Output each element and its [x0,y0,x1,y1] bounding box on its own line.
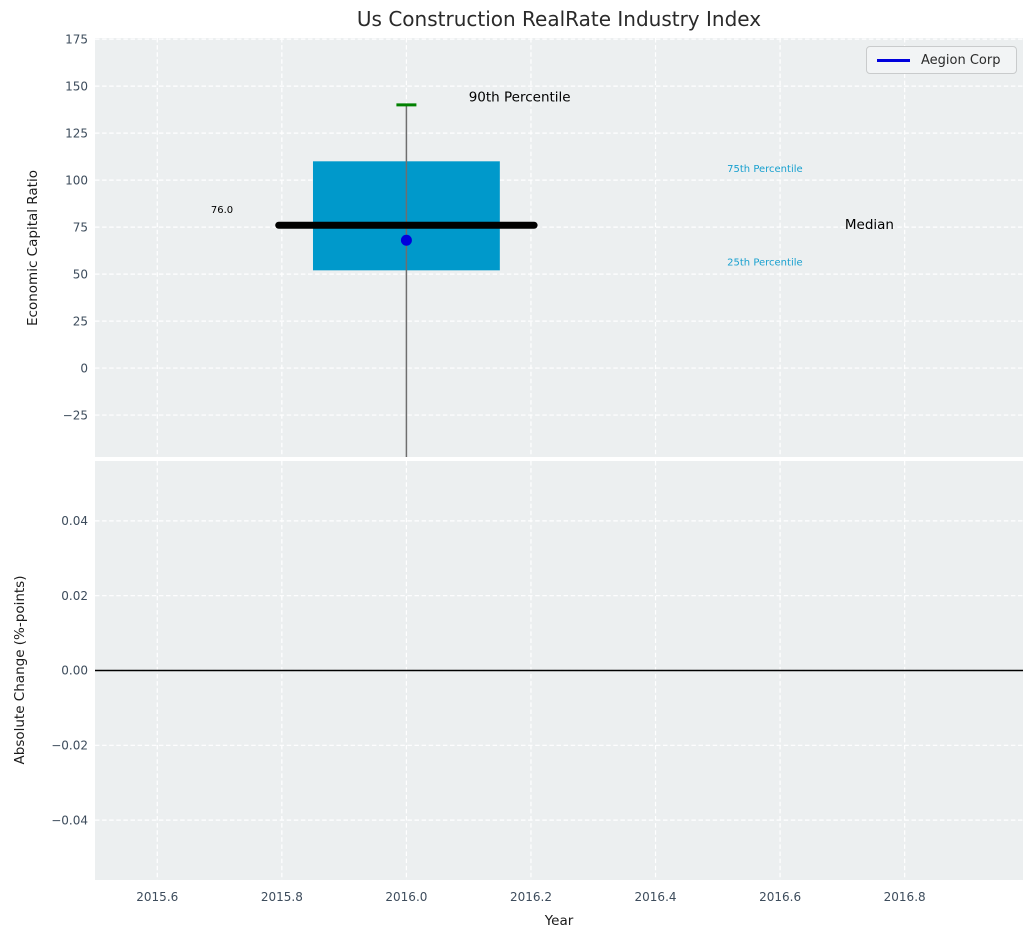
top-ytick-label: −25 [63,408,88,422]
top-ytick-label: 125 [65,126,88,140]
median-label: Median [845,217,894,233]
top-ytick-label: 150 [65,79,88,93]
bottom-ytick-label: 0.02 [61,589,88,603]
p25-percentile-label: 25th Percentile [727,258,803,269]
top-ytick-label: 25 [73,314,88,328]
top-ytick-label: 50 [73,267,88,281]
xtick-label: 2015.6 [136,890,178,904]
top-plot-background [95,38,1023,457]
bottom-y-axis-label: Absolute Change (%-points) [12,575,28,765]
bottom-ytick-label: 0.04 [61,514,88,528]
chart-title: Us Construction RealRate Industry Index [356,7,762,31]
p90-percentile-label: 90th Percentile [469,89,571,105]
xtick-label: 2016.0 [385,890,427,904]
legend-line-sample [877,58,910,62]
xtick-label: 2016.6 [759,890,801,904]
xtick-label: 2015.8 [261,890,303,904]
p75-percentile-label: 75th Percentile [727,164,803,175]
legend-label: Aegion Corp [921,52,1001,68]
x-axis-label: Year [544,913,574,929]
xtick-label: 2016.8 [884,890,926,904]
top-ytick-label: 100 [65,173,88,187]
xtick-label: 2016.4 [635,890,677,904]
top-ytick-label: 75 [73,220,88,234]
median-value-label: 76.0 [211,205,233,216]
bottom-ytick-label: −0.02 [51,739,88,753]
bottom-ytick-label: 0.00 [61,664,88,678]
top-ytick-label: 175 [65,32,88,46]
company-point [400,234,412,246]
top-y-axis-label: Economic Capital Ratio [25,170,41,326]
legend: Aegion Corp [866,46,1017,74]
xtick-label: 2016.2 [510,890,552,904]
top-ytick-label: 0 [80,361,88,375]
bottom-ytick-label: −0.04 [51,813,88,827]
